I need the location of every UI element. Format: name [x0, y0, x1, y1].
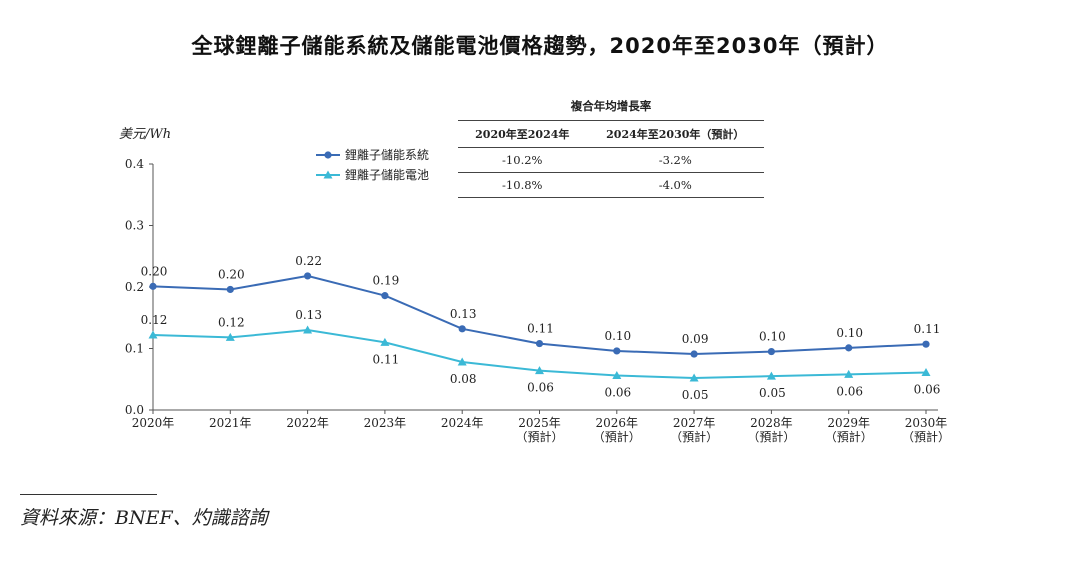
data-label: 0.09 [682, 332, 709, 346]
legend-label: 鋰離子儲能電池 [345, 168, 429, 182]
source-rule [20, 494, 157, 495]
data-label: 0.06 [604, 386, 631, 400]
x-tick-label: 2023年 [364, 416, 407, 430]
cagr-col-header: 2024年至2030年（預計） [586, 121, 764, 148]
data-point [612, 371, 622, 380]
data-label: 0.06 [836, 384, 863, 398]
data-point [458, 325, 466, 333]
data-point [922, 340, 930, 348]
x-tick-label: 2029年 [827, 416, 870, 430]
data-point [690, 350, 698, 358]
cagr-cell: -4.0% [586, 172, 764, 198]
price-trend-chart: 0.0 0.1 0.2 0.3 0.4 美元/Wh 2020年 2021年 2022年 2023年… [119, 127, 950, 444]
x-tick-label: 2028年 [750, 416, 793, 430]
chart-title: 全球鋰離子儲能系統及儲能電池價格趨勢，2020年至2030年（預計） [191, 34, 889, 58]
y-axis-label: 美元/Wh [119, 127, 171, 142]
y-tick-label: 0.0 [125, 403, 144, 417]
x-tick-label: 2022年 [286, 416, 329, 430]
data-label: 0.11 [373, 352, 400, 366]
x-tick-label: 2025年 [518, 416, 561, 430]
data-label: 0.05 [759, 386, 786, 400]
data-point [226, 285, 234, 294]
cagr-table: 複合年均增長率 2020年至2024年 2024年至2030年（預計） -10.… [458, 98, 764, 198]
data-point [148, 330, 158, 339]
cagr-col-header: 2020年至2024年 [458, 121, 587, 148]
data-point [380, 337, 390, 346]
data-label: 0.10 [759, 330, 786, 344]
y-tick-label: 0.2 [125, 280, 144, 294]
data-label: 0.22 [295, 254, 322, 268]
legend-marker [324, 151, 332, 159]
data-point [535, 366, 544, 375]
data-label: 0.05 [682, 388, 709, 402]
data-point [149, 282, 157, 290]
data-point [766, 371, 776, 380]
x-tick-label: （預計） [670, 429, 718, 444]
x-tick-label: 2026年 [596, 416, 639, 430]
data-label: 0.08 [450, 372, 477, 386]
data-point [303, 325, 313, 334]
x-tick-label: 2021年 [209, 416, 252, 430]
data-label: 0.11 [914, 322, 941, 336]
data-point [304, 272, 312, 280]
cagr-cell: -3.2% [586, 147, 764, 173]
data-point [613, 347, 621, 355]
data-point [535, 339, 544, 348]
x-tick-label: （預計） [515, 429, 563, 444]
data-point [225, 332, 235, 341]
x-tick-label: 2024年 [441, 416, 484, 430]
cagr-row-battery: -10.8% -4.0% [458, 172, 764, 198]
data-point [457, 357, 467, 366]
data-label: 0.19 [373, 274, 400, 288]
data-label: 0.06 [914, 382, 941, 396]
x-tick-label: 2020年 [132, 416, 175, 430]
data-point [689, 373, 699, 382]
cagr-heading: 複合年均增長率 [458, 98, 764, 121]
legend-label: 鋰離子儲能系統 [345, 148, 429, 162]
y-tick-label: 0.3 [125, 219, 144, 233]
x-tick-label: （預計） [902, 429, 950, 444]
y-tick-label: 0.4 [125, 157, 144, 171]
data-label: 0.13 [450, 307, 477, 321]
source-note: 資料來源：BNEF、灼識諮詢 [20, 507, 268, 529]
data-label: 0.06 [527, 381, 554, 395]
data-point [845, 344, 853, 352]
data-label: 0.12 [218, 315, 245, 329]
x-tick-label: （預計） [825, 429, 873, 444]
data-label: 0.20 [141, 264, 168, 278]
data-point [844, 369, 854, 378]
data-label: 0.12 [141, 313, 168, 327]
data-point [921, 367, 931, 376]
cagr-cell: -10.8% [458, 172, 587, 198]
data-label: 0.10 [604, 329, 631, 343]
legend-marker [323, 170, 333, 179]
data-label: 0.13 [295, 308, 322, 322]
data-point [381, 292, 389, 300]
x-tick-label: 2030年 [905, 416, 948, 430]
cagr-row-system: -10.2% -3.2% [458, 147, 764, 173]
data-label: 0.10 [836, 326, 863, 340]
data-point [767, 347, 776, 356]
data-label: 0.11 [527, 322, 554, 336]
data-label: 0.20 [218, 267, 245, 281]
y-tick-label: 0.1 [125, 342, 144, 356]
x-tick-label: （預計） [593, 429, 641, 444]
x-tick-label: 2027年 [673, 416, 716, 430]
x-tick-label: （預計） [747, 429, 795, 444]
cagr-cell: -10.2% [458, 147, 587, 173]
